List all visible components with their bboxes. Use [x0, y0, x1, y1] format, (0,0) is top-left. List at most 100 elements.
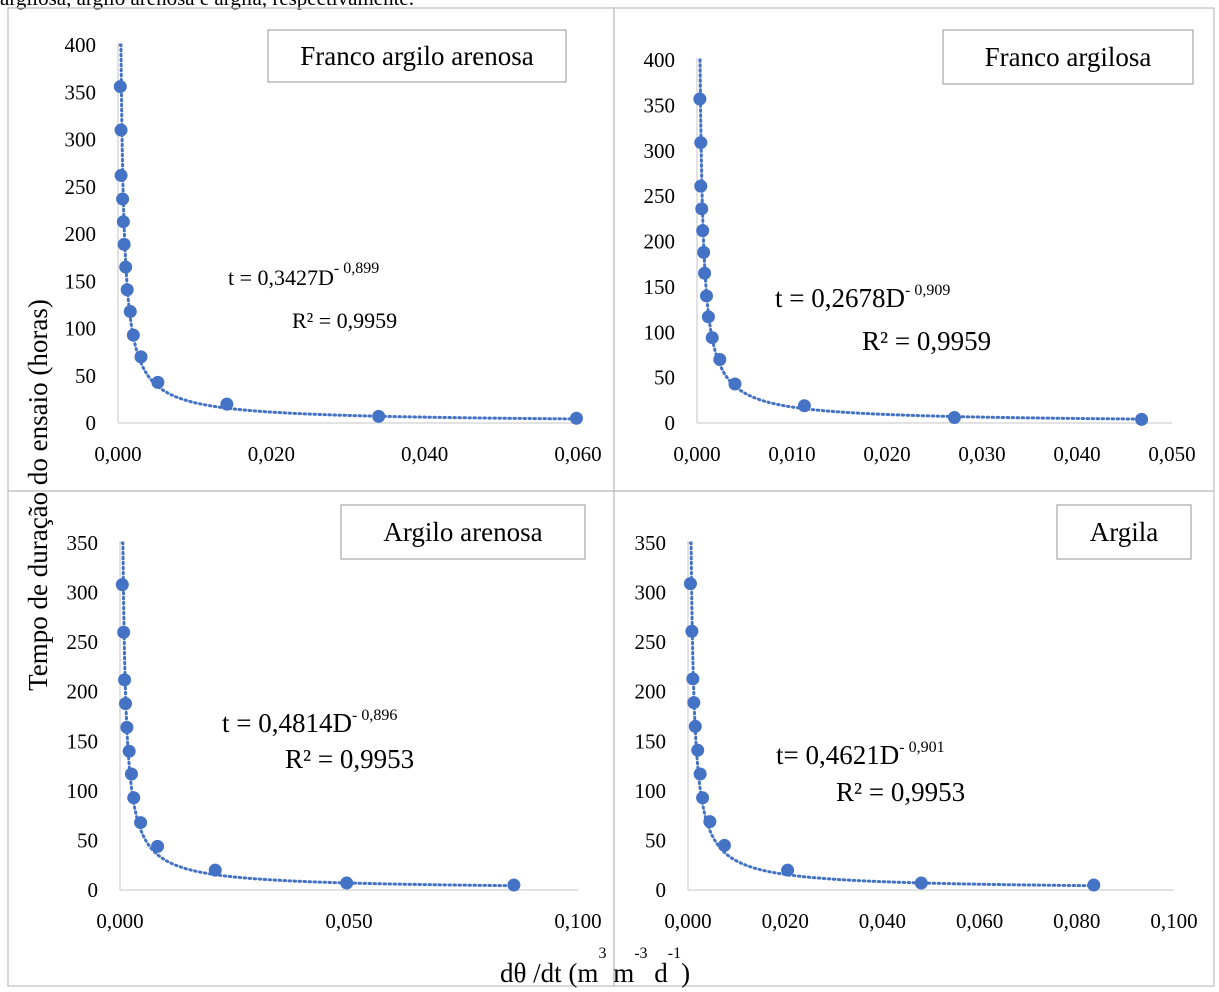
trend-equation: t = 0,4814D- 0,896	[222, 707, 397, 738]
y-tick-label: 50	[645, 828, 666, 852]
y-tick-label: 200	[67, 680, 99, 704]
data-point	[114, 168, 128, 182]
data-point	[115, 578, 129, 592]
data-point	[117, 237, 131, 251]
y-tick-label: 300	[644, 139, 676, 163]
panel-title: Franco argilo arenosa	[300, 41, 533, 71]
data-point	[685, 624, 699, 638]
data-point	[691, 743, 705, 757]
x-tick-label: 0,020	[863, 442, 910, 466]
data-point	[117, 625, 131, 639]
panel-title-box	[340, 504, 586, 560]
trend-equation-exponent: - 0,909	[905, 282, 950, 299]
y-tick-label: 100	[67, 779, 99, 803]
x-axis-label-mid1: m	[606, 958, 634, 988]
trendline	[120, 541, 516, 888]
x-axis-label-sup2: -3	[634, 945, 647, 962]
trendline	[118, 43, 578, 421]
y-tick-label: 200	[65, 222, 97, 246]
data-point	[697, 245, 711, 259]
x-tick-label: 0,040	[401, 442, 448, 466]
y-tick-label: 350	[635, 531, 667, 555]
x-tick-label: 0,100	[1150, 909, 1197, 933]
data-point	[507, 878, 521, 892]
data-point	[151, 839, 165, 853]
y-tick-label: 250	[65, 175, 97, 199]
data-point	[116, 215, 130, 229]
data-point	[220, 397, 234, 411]
data-point	[118, 673, 132, 687]
y-tick-label: 100	[644, 320, 676, 344]
trend-equation: t = 0,2678D- 0,909	[775, 282, 950, 313]
data-point	[728, 377, 742, 391]
data-point	[705, 331, 719, 345]
x-tick-label: 0,050	[1148, 442, 1195, 466]
x-tick-label: 0,020	[762, 909, 809, 933]
y-tick-label: 250	[67, 630, 99, 654]
data-point	[693, 767, 707, 781]
data-point	[134, 350, 148, 364]
data-point	[914, 876, 928, 890]
y-tick-label: 200	[635, 680, 667, 704]
data-point	[208, 863, 222, 877]
data-point	[696, 224, 710, 238]
x-tick-label: 0,000	[94, 442, 141, 466]
x-tick-label: 0,060	[956, 909, 1003, 933]
chart-panel-4: 0 50 100 150 200 250 300 350 0,000 0,020 0,040 0,06…	[635, 504, 1198, 933]
data-point	[126, 328, 140, 342]
data-point	[119, 260, 133, 274]
trend-r2: R² = 0,9959	[862, 326, 991, 356]
data-point	[696, 791, 710, 805]
data-point	[695, 202, 709, 216]
y-tick-label: 150	[635, 729, 667, 753]
data-point	[340, 876, 354, 890]
chart-panel-2: 0 50 100 150 200 250 300 350 400 0,000 0,010 0,020 0…	[644, 29, 1196, 466]
x-axis-label: dθ /dt (m3 m-3 d-1)	[500, 945, 690, 988]
data-point	[701, 310, 715, 324]
data-point	[713, 352, 727, 366]
trendline	[698, 58, 1144, 421]
data-point	[1087, 878, 1101, 892]
y-tick-label: 100	[65, 317, 97, 341]
panel-title: Argila	[1090, 517, 1159, 547]
x-axis-label-sup1: 3	[598, 945, 606, 962]
panel-title-box	[267, 29, 567, 83]
trend-equation-lhs: t = 0,2678D	[775, 283, 905, 313]
y-tick-label: 400	[65, 33, 97, 57]
data-point	[1135, 412, 1149, 426]
data-point	[717, 838, 731, 852]
y-tick-label: 350	[644, 93, 676, 117]
x-axis-label-end: )	[681, 958, 690, 988]
chart-panel-3: 0 50 100 150 200 250 300 350 0,000 0,050 0,100 Argi…	[67, 504, 602, 933]
data-point	[687, 696, 701, 710]
trend-equation-exponent: - 0,896	[352, 707, 397, 724]
x-tick-label: 0,050	[325, 909, 372, 933]
trend-equation-exponent: - 0,899	[334, 260, 379, 277]
data-point	[151, 375, 165, 389]
x-tick-label: 0,040	[1053, 442, 1100, 466]
data-point	[686, 672, 700, 686]
y-tick-label: 300	[67, 581, 99, 605]
panel-title: Argilo arenosa	[383, 517, 542, 547]
data-point	[693, 92, 707, 106]
data-point	[698, 266, 712, 280]
panel-border-4	[613, 490, 1215, 987]
y-axis-label: Tempo de duração do ensaio (horas)	[23, 299, 53, 691]
y-tick-label: 250	[644, 184, 676, 208]
trend-r2: R² = 0,9953	[836, 777, 965, 807]
data-point	[120, 283, 134, 297]
data-point	[134, 816, 148, 830]
x-tick-label: 0,000	[664, 909, 711, 933]
y-tick-label: 0	[88, 878, 99, 902]
trend-equation: t = 0,3427D- 0,899	[228, 260, 379, 290]
y-tick-label: 0	[86, 411, 97, 435]
y-tick-label: 400	[644, 48, 676, 72]
x-tick-label: 0,000	[673, 442, 720, 466]
data-point	[116, 192, 130, 206]
x-tick-label: 0,020	[248, 442, 295, 466]
trend-equation-lhs: t = 0,3427D	[228, 265, 334, 290]
trend-equation-exponent: - 0,901	[899, 739, 944, 756]
data-point	[694, 179, 708, 193]
data-point	[122, 744, 136, 758]
y-tick-label: 300	[65, 128, 97, 152]
